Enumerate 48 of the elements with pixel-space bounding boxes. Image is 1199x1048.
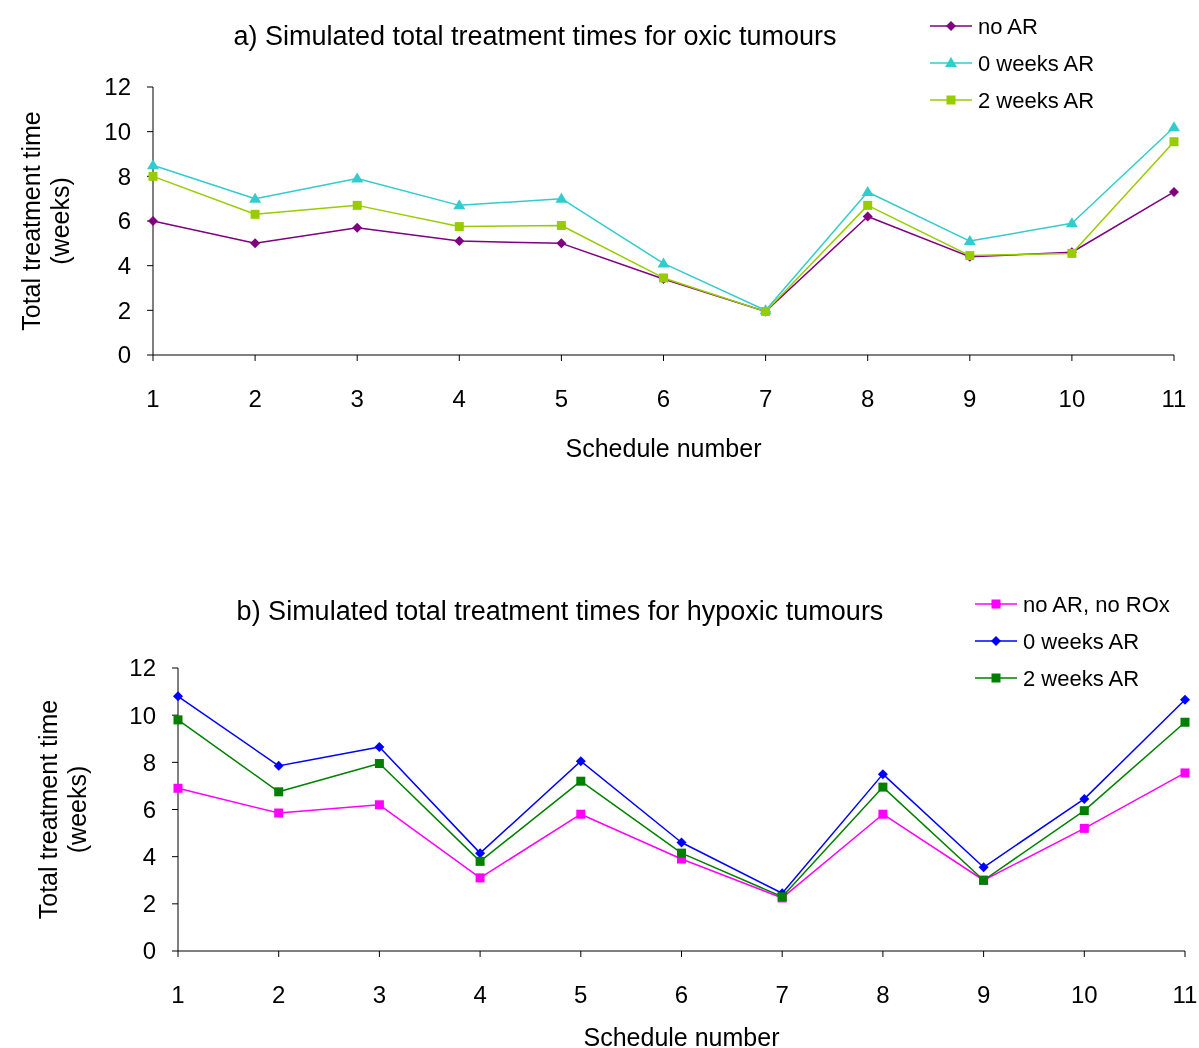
y-tick-label: 12 [104,73,131,101]
y-tick-label: 8 [142,748,156,776]
x-tick-label: 3 [372,981,387,1008]
x-tick-label: 11 [1161,385,1187,412]
legend-label: 0 weeks AR [978,50,1095,76]
x-tick-label: 8 [861,385,875,412]
y-tick-label: 12 [129,654,156,682]
y-tick-label: 6 [117,207,131,235]
chart-title: a) Simulated total treatment times for oxic tumours [233,21,837,51]
y-tick-label: 0 [142,937,156,965]
chart-title: b) Simulated total treatment times for hypoxic tumours [236,596,884,626]
y-tick-label: 4 [142,843,156,871]
x-tick-label: 9 [976,981,991,1008]
y-tick-label: 0 [117,341,131,369]
x-tick-label: 3 [350,385,364,412]
x-tick-label: 6 [656,385,671,412]
x-tick-label: 4 [473,981,487,1008]
y-tick-label: 4 [117,252,131,280]
x-tick-label: 7 [758,385,773,412]
x-tick-label: 8 [876,981,890,1008]
x-tick-label: 1 [171,981,185,1008]
legend-label: 0 weeks AR [1023,628,1140,654]
x-tick-label: 6 [674,981,689,1008]
x-tick-label: 10 [1058,385,1086,412]
y-tick-label: 2 [117,296,131,324]
x-tick-label: 2 [272,981,286,1008]
x-tick-label: 11 [1172,981,1198,1008]
y-tick-label: 10 [129,701,156,729]
y-tick-label: 8 [117,162,131,190]
y-tick-label: 2 [142,890,156,918]
x-tick-label: 2 [248,385,262,412]
x-tick-label: 1 [146,385,160,412]
y-axis-title: Total treatment time (weeks) [17,111,74,331]
y-tick-label: 6 [142,795,156,823]
legend-label: no AR, no ROx [1023,591,1170,617]
x-tick-label: 7 [775,981,789,1008]
x-tick-label: 5 [554,385,569,412]
x-axis-title: Schedule number [565,434,762,462]
x-tick-label: 10 [1070,981,1098,1008]
legend-label: 2 weeks AR [978,87,1095,113]
x-tick-label: 5 [574,981,588,1008]
legend-label: no AR [978,13,1038,39]
y-axis-title: Total treatment time (weeks) [34,699,91,920]
x-axis-title: Schedule number [583,1023,780,1048]
y-tick-label: 10 [104,118,131,146]
x-tick-label: 9 [963,385,977,412]
legend-label: 2 weeks AR [1023,665,1140,691]
x-tick-label: 4 [452,385,466,412]
